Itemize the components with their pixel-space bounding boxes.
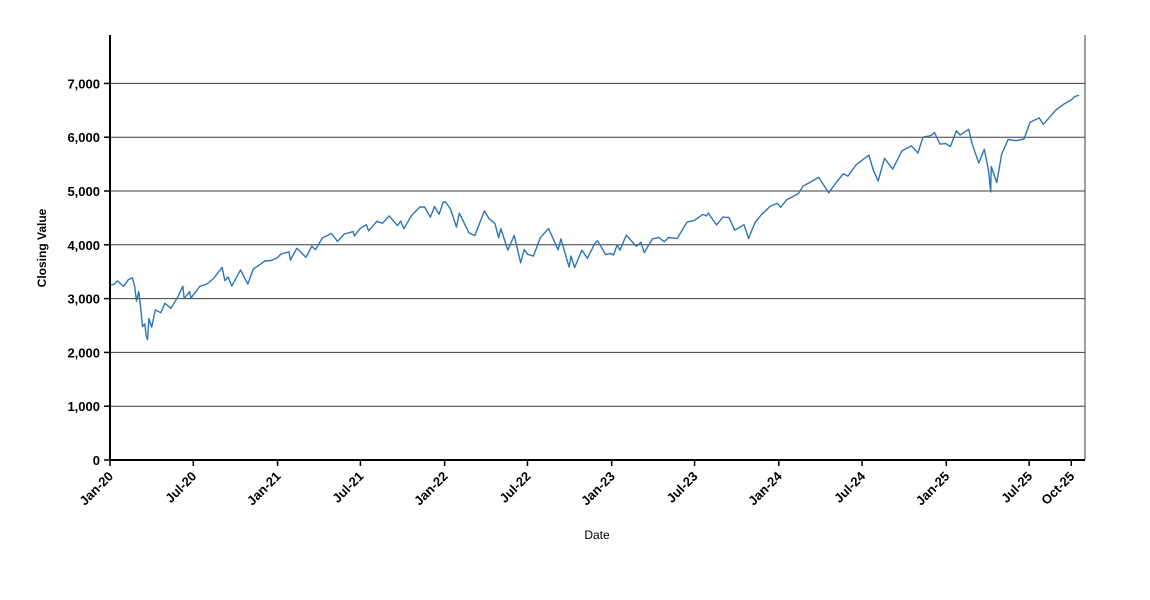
x-tick-label: Jan-21 [244, 469, 284, 509]
series-line-closing-value [109, 94, 1080, 341]
x-tick-label: Jul-23 [663, 469, 700, 506]
x-tick-label: Jan-22 [411, 469, 451, 509]
y-tick-label: 1,000 [67, 399, 100, 414]
gridlines [110, 82, 1085, 407]
y-tick-label: 4,000 [67, 238, 100, 253]
y-tick-label: 2,000 [67, 345, 100, 360]
y-tick-label: 6,000 [67, 130, 100, 145]
y-tick-label: 7,000 [67, 76, 100, 91]
series-group [109, 94, 1080, 341]
x-tick-label: Jul-25 [998, 469, 1035, 506]
x-tick-label: Jul-22 [496, 469, 533, 506]
x-axis-ticks: Jan-20 Jul-20 Jan-21 Jul-21 Jan-22 Jul-22 Jan-… [76, 460, 1077, 508]
x-tick-label: Jan-25 [913, 469, 953, 509]
y-axis-ticks: 0 1,000 2,000 3,000 4,000 5,000 6,000 7,000 [67, 76, 110, 468]
x-tick-label: Jul-21 [329, 469, 366, 506]
x-axis-label: Date [584, 528, 610, 542]
y-tick-label: 3,000 [67, 292, 100, 307]
x-tick-label: Oct-25 [1038, 469, 1077, 508]
x-tick-label: Jul-20 [162, 469, 199, 506]
x-tick-label: Jul-24 [831, 468, 869, 506]
x-tick-label: Jan-24 [745, 468, 785, 508]
y-tick-label: 0 [93, 453, 100, 468]
x-tick-label: Jan-23 [578, 469, 618, 509]
x-tick-label: Jan-20 [76, 469, 116, 509]
y-axis-label: Closing Value [35, 208, 49, 287]
y-tick-label: 5,000 [67, 184, 100, 199]
